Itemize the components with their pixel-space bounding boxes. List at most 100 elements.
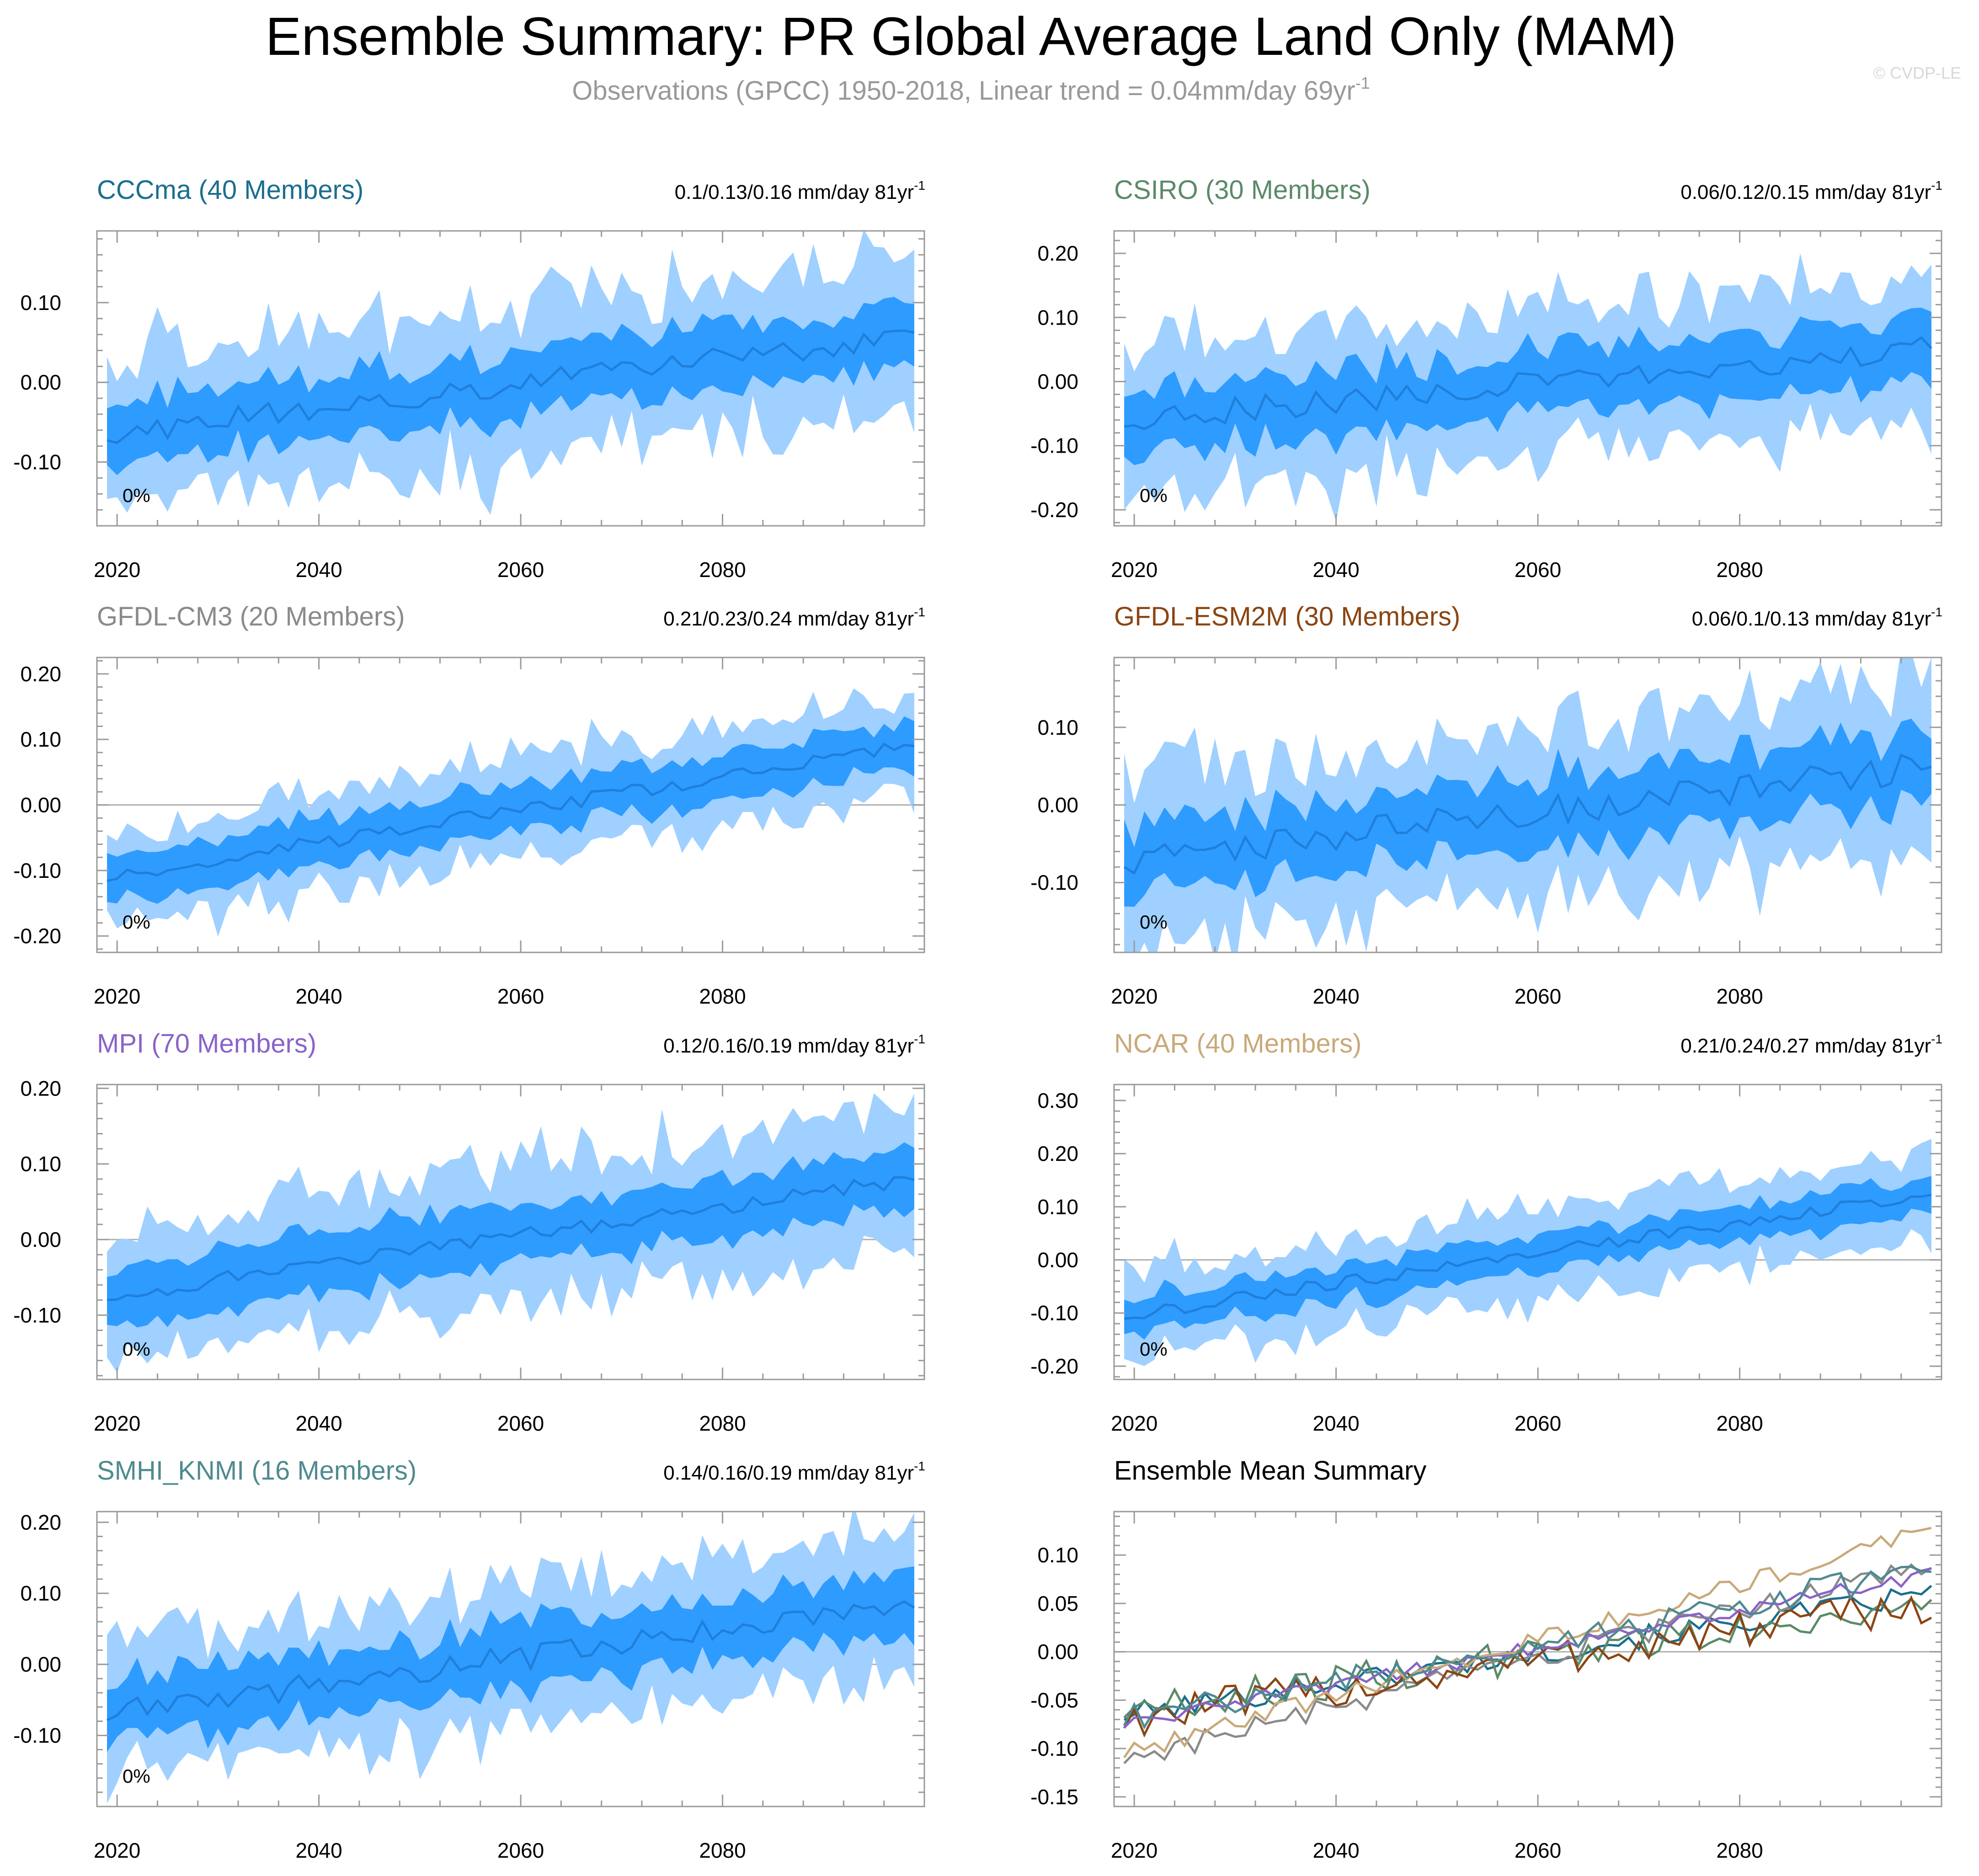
plot-area xyxy=(1114,1139,1942,1366)
ensemble-mean-line xyxy=(107,742,915,882)
trend-value: 0.21/0.23/0.24 mm/day 81yr xyxy=(663,608,914,630)
y-tick-label: 0.00 xyxy=(1037,370,1078,394)
x-tick-label: 2040 xyxy=(295,1839,342,1862)
y-tick-label: -0.10 xyxy=(1030,1301,1078,1325)
x-tick-label: 2080 xyxy=(1716,1839,1763,1862)
ensemble-mean-line xyxy=(107,329,915,444)
series-line-cccma xyxy=(1123,1585,1932,1721)
ensemble-mean-line xyxy=(107,1176,915,1301)
y-tick-label: 0.10 xyxy=(20,291,61,315)
panel-title: SMHI_KNMI (16 Members) xyxy=(97,1456,416,1486)
pct-label: 0% xyxy=(123,911,150,933)
trend-sup: -1 xyxy=(914,605,925,619)
ensemble-mean-line xyxy=(1124,336,1932,431)
panel-title: MPI (70 Members) xyxy=(97,1029,316,1058)
x-tick-label: 2060 xyxy=(1515,1839,1561,1862)
trend-sup: -1 xyxy=(914,178,925,192)
y-tick-label: -0.05 xyxy=(1030,1688,1078,1712)
x-tick-label: 2060 xyxy=(497,558,544,582)
y-tick-label: 0.20 xyxy=(1037,1142,1078,1165)
inner-band-25-75 xyxy=(107,1566,914,1752)
y-tick-label: 0.10 xyxy=(20,1582,61,1605)
plot-area xyxy=(1114,253,1942,522)
pct-label: 0% xyxy=(1140,1338,1168,1360)
y-tick-label: 0.05 xyxy=(1037,1592,1078,1615)
panel-trend: 0.06/0.1/0.13 mm/day 81yr-1 xyxy=(1692,605,1942,630)
panel-7: SMHI_KNMI (16 Members) 0.14/0.16/0.19 mm/… xyxy=(13,1456,925,1862)
x-tick-label: 2080 xyxy=(1716,1411,1763,1435)
plot-area xyxy=(97,688,924,937)
y-tick-label: -0.10 xyxy=(13,1303,61,1327)
x-tick-label: 2020 xyxy=(94,1839,140,1862)
panel-title: NCAR (40 Members) xyxy=(1114,1029,1361,1058)
y-tick-label: -0.10 xyxy=(13,859,61,882)
x-tick-label: 2020 xyxy=(94,558,140,582)
panel-1: CCCma (40 Members) 0.1/0.13/0.16 mm/day 8… xyxy=(13,175,925,582)
panel-trend: 0.06/0.12/0.15 mm/day 81yr-1 xyxy=(1680,178,1942,203)
panel-title: CSIRO (30 Members) xyxy=(1114,175,1371,205)
trend-value: 0.06/0.1/0.13 mm/day 81yr xyxy=(1692,608,1931,630)
series-line-mpi xyxy=(1123,1567,1932,1729)
plot-frame xyxy=(1113,1084,1942,1380)
series-line-gfdl-esm2m xyxy=(1123,1594,1932,1738)
x-tick-label: 2060 xyxy=(1515,558,1561,582)
y-tick-label: 0.30 xyxy=(1037,1089,1078,1112)
x-tick-label: 2040 xyxy=(1312,1839,1359,1862)
plot-frame xyxy=(96,1511,925,1807)
panel-8: Ensemble Mean Summary -0.15 -0.10 -0.05 0.00… xyxy=(1030,1456,1942,1862)
y-tick-label: 0.10 xyxy=(20,1152,61,1176)
x-tick-label: 2020 xyxy=(1111,984,1158,1008)
y-tick-label: -0.10 xyxy=(1030,1737,1078,1760)
subtitle-text: Observations (GPCC) 1950-2018, Linear tr… xyxy=(572,76,1355,106)
y-tick-label: -0.10 xyxy=(13,1724,61,1748)
watermark: © CVDP-LE xyxy=(1873,64,1961,82)
pct-label: 0% xyxy=(1140,485,1168,506)
x-tick-label: 2040 xyxy=(1312,984,1359,1008)
pct-label: 0% xyxy=(1140,911,1168,933)
y-tick-label: 0.10 xyxy=(1037,716,1078,739)
x-tick-label: 2060 xyxy=(1515,984,1561,1008)
figure-title: Ensemble Summary: PR Global Average Land… xyxy=(266,6,1677,67)
plot-frame xyxy=(1113,230,1942,527)
trend-sup: -1 xyxy=(1931,605,1942,619)
panel-trend: 0.14/0.16/0.19 mm/day 81yr-1 xyxy=(663,1459,925,1484)
panel-trend: 0.21/0.23/0.24 mm/day 81yr-1 xyxy=(663,605,925,630)
panel-title: GFDL-CM3 (20 Members) xyxy=(97,602,405,631)
y-tick-label: 0.00 xyxy=(20,370,61,394)
y-tick-label: 0.00 xyxy=(1037,1640,1078,1664)
x-tick-label: 2080 xyxy=(699,984,746,1008)
x-tick-label: 2040 xyxy=(295,984,342,1008)
plot-area xyxy=(1114,657,1942,952)
panels-group: CCCma (40 Members) 0.1/0.13/0.16 mm/day 8… xyxy=(13,175,1942,1862)
panel-3: GFDL-CM3 (20 Members) 0.21/0.23/0.24 mm/d… xyxy=(13,602,925,1008)
y-tick-label: -0.10 xyxy=(1030,871,1078,894)
y-tick-label: 0.20 xyxy=(20,1510,61,1534)
trend-sup: -1 xyxy=(914,1032,925,1046)
plot-area xyxy=(97,1512,924,1804)
y-tick-label: 0.00 xyxy=(20,793,61,817)
plot-area xyxy=(97,1093,924,1373)
inner-band-25-75 xyxy=(1124,308,1931,465)
trend-sup: -1 xyxy=(914,1459,925,1473)
x-tick-label: 2060 xyxy=(497,1839,544,1862)
y-tick-label: -0.15 xyxy=(1030,1785,1078,1809)
panel-trend: 0.21/0.24/0.27 mm/day 81yr-1 xyxy=(1680,1032,1942,1057)
x-tick-label: 2060 xyxy=(497,1411,544,1435)
y-tick-label: 0.20 xyxy=(20,662,61,686)
x-tick-label: 2080 xyxy=(699,1411,746,1435)
y-tick-label: 0.00 xyxy=(20,1228,61,1251)
x-tick-label: 2020 xyxy=(1111,1411,1158,1435)
x-tick-label: 2040 xyxy=(295,1411,342,1435)
trend-value: 0.1/0.13/0.16 mm/day 81yr xyxy=(675,181,914,203)
series-line-ncar xyxy=(1123,1527,1932,1758)
y-tick-label: -0.20 xyxy=(1030,1354,1078,1378)
panel-trend: 0.1/0.13/0.16 mm/day 81yr-1 xyxy=(675,178,925,203)
y-tick-label: 0.20 xyxy=(1037,241,1078,265)
y-tick-label: 0.00 xyxy=(20,1652,61,1676)
trend-sup: -1 xyxy=(1931,178,1942,192)
pct-label: 0% xyxy=(123,1338,150,1360)
panel-title: Ensemble Mean Summary xyxy=(1114,1456,1426,1486)
x-tick-label: 2020 xyxy=(94,1411,140,1435)
panel-title: CCCma (40 Members) xyxy=(97,175,363,205)
figure-subtitle: Observations (GPCC) 1950-2018, Linear tr… xyxy=(572,74,1370,106)
